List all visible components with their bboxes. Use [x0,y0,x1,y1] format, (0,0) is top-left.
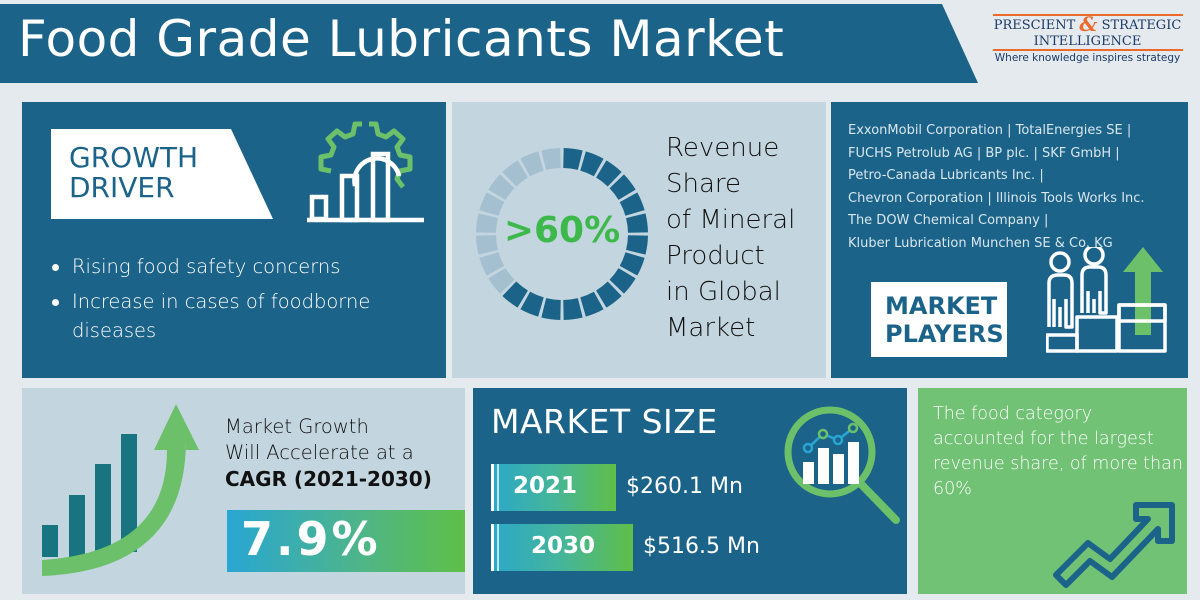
market-size-year-badge: 2021 [491,464,616,511]
market-players-list: ExxonMobil Corporation | TotalEnergies S… [848,120,1145,255]
cagr-period: CAGR (2021-2030) [225,467,432,491]
growth-driver-title-line2: DRIVER [69,171,175,204]
food-category-text: The food category accounted for the larg… [933,404,1183,499]
revenue-share-panel: >60% Revenue Share of Mineral Product in… [452,102,826,378]
market-players-line: Kluber Lubrication Munchen SE & Co. KG [848,235,1113,251]
market-players-line: The DOW Chemical Company | [848,213,1049,228]
magnifier-chart-icon [784,406,900,524]
logo-name-line1: PRESCIENT & STRATEGIC [985,14,1190,34]
market-size-amount: $516.5 Mn [643,534,760,559]
cagr-value: 7.9% [241,512,381,566]
revenue-share-value: >60% [503,210,621,251]
market-size-amount: $260.1 Mn [626,474,743,499]
revenue-share-label: Revenue Share of Mineral Product in Glob… [666,130,795,346]
logo-tagline: Where knowledge inspires strategy [994,52,1181,64]
cagr-line1: Market Growth [225,415,369,438]
ring-segment [580,291,604,317]
ring-segment [476,235,498,255]
cagr-panel: Market Growth Will Accelerate at a CAGR … [22,388,465,594]
ring-segment [541,148,561,170]
market-players-line: FUCHS Petrolub AG | BP plc. | SKF GmbH | [848,145,1120,161]
revenue-share-label-line: Market [666,313,756,343]
revenue-share-label-line: Revenue [666,133,780,163]
ring-segment [563,298,583,320]
market-players-title-line1: MARKET [885,292,998,320]
ring-segment [502,281,528,308]
food-category-panel: The food category accounted for the larg… [918,388,1187,594]
ring-segment [488,268,515,294]
ring-segment [479,192,505,216]
ring-segment [502,160,528,187]
ring-segment [488,174,515,200]
revenue-share-label-line: of Mineral [666,205,796,235]
market-size-year: 2030 [531,533,596,559]
revenue-share-label-line: Product [666,241,765,271]
page-title: Food Grade Lubricants Market [18,10,785,68]
logo-divider-bottom [993,49,1183,51]
cagr-value-bar: 7.9% [227,510,465,572]
growth-driver-item-text: Rising food safety concerns [72,255,341,278]
ring-segment [596,281,622,308]
growth-driver-title: GROWTH DRIVER [69,143,198,203]
market-size-year-badge: 2030 [491,524,633,571]
growth-driver-item: Rising food safety concerns [52,252,370,281]
market-players-title: MARKET PLAYERS [885,292,1004,348]
growth-driver-item-text: Increase in cases of foodborne [72,290,371,313]
ring-segment [476,213,498,233]
growth-driver-panel: GROWTH DRIVER Rising food safety concern… [22,102,446,378]
ring-segment [609,268,636,294]
market-players-line: Petro-Canada Lubricants Inc. | [848,168,1044,183]
ring-segment [619,252,645,276]
market-players-title-line2: PLAYERS [885,320,1004,348]
logo-word-strategic: STRATEGIC [1101,18,1182,33]
ring-segment [580,151,604,177]
cagr-line2: Will Accelerate at a [225,441,414,464]
growth-driver-label: GROWTH DRIVER [51,129,273,219]
ring-segment [563,148,583,170]
ring-segment [626,235,648,255]
logo-ampersand: & [1079,12,1098,36]
segmented-ring-gauge-icon [476,148,648,320]
logo-name-line2: INTELLIGENCE [1033,34,1142,49]
ring-segment [520,291,544,317]
growth-driver-title-line1: GROWTH [69,141,199,174]
ring-segment [520,151,544,177]
growth-driver-item: Increase in cases of foodborne diseases [52,287,370,345]
logo-divider-top [993,14,1183,16]
ring-segment [626,213,648,233]
market-players-line: ExxonMobil Corporation | TotalEnergies S… [848,123,1132,138]
market-size-panel: MARKET SIZE 2021 $260.1 Mn 2030 $516.5 M… [473,388,907,594]
trend-up-arrow-icon [1053,502,1175,588]
ring-segment [541,298,561,320]
ring-segment [596,160,622,187]
market-size-year: 2021 [513,473,578,499]
ring-segment [609,174,636,200]
growth-driver-item-text-cont: diseases [72,319,157,342]
revenue-share-label-line: in Global [666,277,781,307]
revenue-share-label-line: Share [666,169,742,199]
market-size-title: MARKET SIZE [491,402,718,441]
market-players-label: MARKET PLAYERS [871,282,1007,357]
market-players-line: Chevron Corporation | Illinois Tools Wor… [848,190,1145,206]
title-banner: Food Grade Lubricants Market [0,4,978,83]
ring-segment [619,192,645,216]
market-players-panel: ExxonMobil Corporation | TotalEnergies S… [831,102,1188,378]
ring-segment [479,252,505,276]
growth-driver-list: Rising food safety concerns Increase in … [52,252,370,351]
cagr-description: Market Growth Will Accelerate at a CAGR … [225,414,432,493]
company-logo: PRESCIENT & STRATEGIC INTELLIGENCE Where… [985,14,1190,64]
gear-bar-chart-icon [307,121,424,223]
logo-word-prescient: PRESCIENT [993,18,1076,33]
rising-bars-arrow-icon [42,404,199,576]
people-podium-arrow-icon [1046,247,1167,353]
